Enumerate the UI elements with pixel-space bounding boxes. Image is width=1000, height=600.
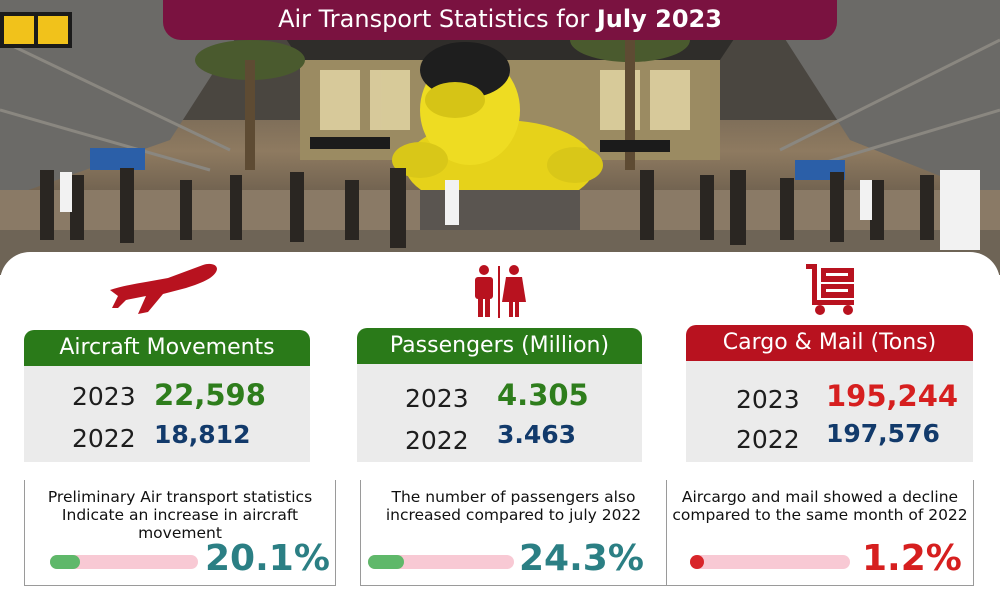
cargo-value-2023: 195,244: [826, 379, 959, 413]
airport-terminal-photo: [0, 0, 1000, 275]
cargo-mail-body: 2023 195,244 2022 197,576: [686, 361, 973, 462]
title-month: July 2023: [596, 5, 722, 33]
aircraft-progress-fill: [50, 555, 80, 569]
cargo-row-2022: 2022 197,576: [736, 419, 940, 454]
passengers-value-2023: 4.305: [497, 378, 589, 412]
aircraft-info-text: Preliminary Air transport statistics Ind…: [47, 488, 313, 542]
passengers-info-box: The number of passengers also increased …: [360, 480, 667, 586]
aircraft-movements-header: Aircraft Movements: [24, 330, 310, 366]
aircraft-row-2022: 2022 18,812: [72, 420, 250, 453]
aircraft-percent: 20.1%: [205, 538, 330, 579]
passengers-progress-bar: [368, 555, 514, 569]
passengers-row-2022: 2022 3.463: [405, 420, 576, 455]
aircraft-value-2022: 18,812: [154, 420, 251, 449]
cargo-percent: 1.2%: [862, 538, 962, 579]
cargo-progress-fill: [690, 555, 704, 569]
passengers-percent: 24.3%: [519, 538, 644, 579]
year-label: 2022: [405, 426, 469, 455]
cargo-mail-header: Cargo & Mail (Tons): [686, 325, 973, 361]
cargo-info-text: Aircargo and mail showed a decline compa…: [672, 488, 968, 524]
title-prefix: Air Transport Statistics for: [278, 5, 590, 33]
cargo-value-2022: 197,576: [826, 419, 940, 448]
cargo-info-box: Aircargo and mail showed a decline compa…: [666, 480, 974, 586]
passengers-info-text: The number of passengers also increased …: [385, 488, 642, 524]
passengers-icon: [475, 265, 526, 318]
title-banner: Air Transport Statistics for July 2023: [163, 0, 837, 40]
year-label: 2022: [72, 424, 136, 453]
terminal-illustration: [0, 0, 1000, 275]
aircraft-value-2023: 22,598: [154, 378, 266, 412]
aircraft-progress-bar: [50, 555, 198, 569]
year-label: 2022: [736, 425, 800, 454]
year-label: 2023: [72, 382, 136, 411]
year-label: 2023: [405, 384, 469, 413]
passengers-progress-fill: [368, 555, 404, 569]
passengers-header: Passengers (Million): [357, 328, 642, 364]
aircraft-row-2023: 2023 22,598: [72, 378, 266, 412]
aircraft-movements-body: 2023 22,598 2022 18,812: [24, 366, 310, 462]
aircraft-info-box: Preliminary Air transport statistics Ind…: [24, 480, 336, 586]
airplane-icon: [110, 263, 217, 314]
cargo-cart-icon: [806, 264, 854, 315]
passengers-body: 2023 4.305 2022 3.463: [357, 364, 642, 462]
passengers-value-2022: 3.463: [497, 420, 577, 449]
year-label: 2023: [736, 385, 800, 414]
passengers-row-2023: 2023 4.305: [405, 378, 589, 413]
cargo-progress-bar: [690, 555, 850, 569]
cargo-row-2023: 2023 195,244: [736, 379, 958, 414]
